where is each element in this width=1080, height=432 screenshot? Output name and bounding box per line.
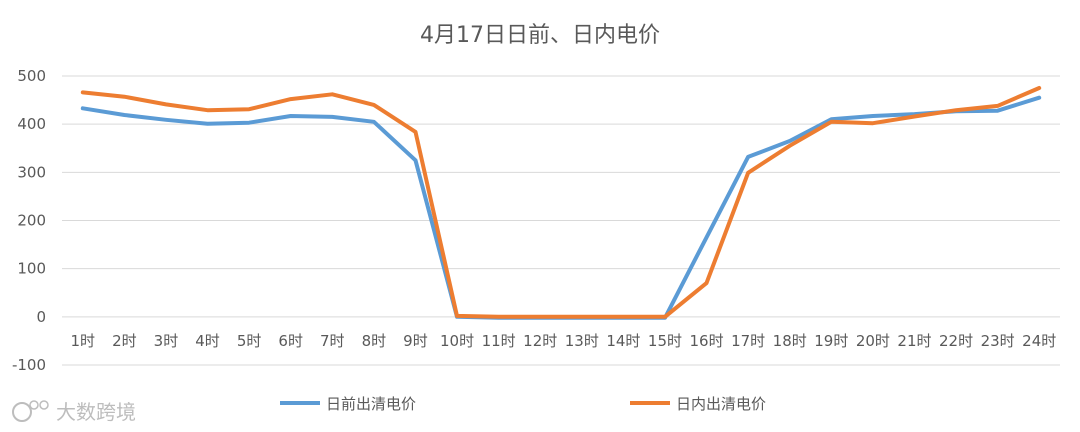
- series-line-1: [80, 95, 1042, 320]
- x-tick-label: 2时: [112, 332, 137, 350]
- x-tick-label: 24时: [1022, 332, 1056, 350]
- x-tick-label: 10时: [440, 332, 474, 350]
- series-line-2: [80, 86, 1042, 319]
- x-tick-label: 6时: [278, 332, 303, 350]
- x-tick-label: 4时: [195, 332, 220, 350]
- x-tick-label: 13时: [565, 332, 599, 350]
- series-lines: [80, 86, 1042, 320]
- x-tick-label: 5时: [237, 332, 262, 350]
- x-tick-label: 23时: [981, 332, 1015, 350]
- x-tick-label: 12时: [523, 332, 557, 350]
- x-tick-label: 18时: [773, 332, 807, 350]
- y-axis: -100 0 100 200 300 400 500: [12, 67, 46, 374]
- x-tick-label: 19时: [814, 332, 848, 350]
- x-tick-label: 22时: [939, 332, 973, 350]
- y-tick-label: 400: [17, 115, 46, 133]
- x-axis: 1时 2时 3时 4时 5时 6时 7时 8时 9时 10时 11时 12时 13时 14时 15时 16时 1…: [71, 332, 1057, 350]
- x-tick-label: 15时: [648, 332, 682, 350]
- x-tick-label: 3时: [154, 332, 179, 350]
- chart-title: 4月17日日前、日内电价: [420, 23, 660, 48]
- y-tick-label: 500: [17, 67, 46, 85]
- x-tick-label: 17时: [731, 332, 765, 350]
- x-tick-label: 16时: [689, 332, 723, 350]
- x-tick-label: 7时: [320, 332, 345, 350]
- legend-label-1: 日前出清电价: [326, 395, 416, 413]
- y-tick-label: -100: [12, 356, 46, 374]
- x-tick-label: 20时: [856, 332, 890, 350]
- legend: 日前出清电价 日内出清电价: [280, 395, 766, 413]
- weibo-logo-icon: [12, 400, 49, 422]
- watermark-text: 大数跨境: [56, 400, 136, 424]
- x-tick-label: 14时: [606, 332, 640, 350]
- x-tick-label: 21时: [897, 332, 931, 350]
- x-tick-label: 9时: [403, 332, 428, 350]
- legend-label-2: 日内出清电价: [676, 395, 766, 413]
- x-tick-label: 11时: [482, 332, 516, 350]
- x-tick-label: 1时: [71, 332, 96, 350]
- y-tick-label: 0: [36, 308, 46, 326]
- x-tick-label: 8时: [362, 332, 387, 350]
- y-tick-label: 300: [17, 163, 46, 181]
- y-tick-label: 200: [17, 212, 46, 230]
- watermark: 大数跨境: [12, 400, 136, 424]
- grid-lines: [62, 75, 1060, 366]
- y-tick-label: 100: [17, 260, 46, 278]
